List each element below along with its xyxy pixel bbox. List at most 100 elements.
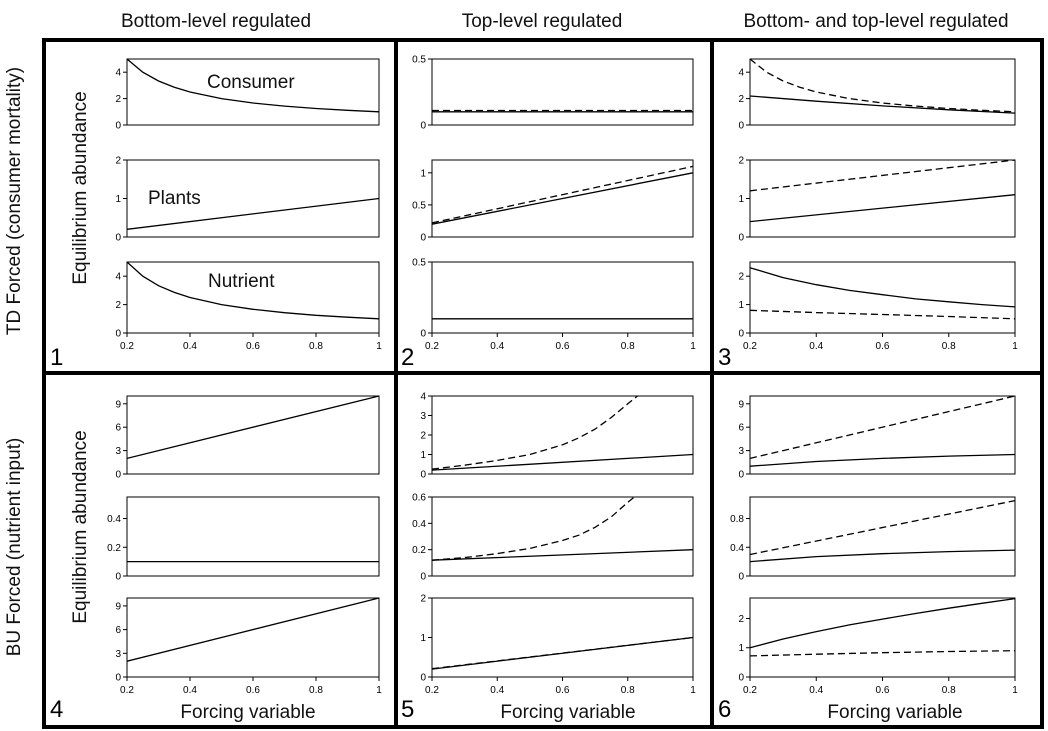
panel-5-subplot-3-xtick-label-2: 0.6 xyxy=(556,685,570,696)
panel-5-subplot-2: 0 0.2 0.4 0.6 xyxy=(412,493,694,583)
panel-5-subplot-1-ytick-label-1: 1 xyxy=(420,450,426,461)
panel-1-subplot-1-frame xyxy=(126,58,380,126)
panel-4-subplot-3-xtick-label-0: 0.2 xyxy=(120,685,134,696)
panel-1-subplot-3-ytick-label-1: 2 xyxy=(115,300,121,311)
panel-4-subplot-3-xtick-label-2: 0.6 xyxy=(246,685,260,696)
panel-2-subplot-3-xtick-label-2: 0.6 xyxy=(556,341,570,352)
panel-5-subplot-1-series-dashed-1 xyxy=(431,395,638,470)
panel-4-subplot-3-ytick-label-0: 0 xyxy=(115,673,121,684)
xlabel-panel-4: Forcing variable xyxy=(180,702,315,723)
column-title-1: Bottom-level regulated xyxy=(121,11,311,32)
panel-4-subplot-3-xtick-label-4: 1 xyxy=(376,685,382,696)
panel-3-subplot-1-ytick-label-2: 4 xyxy=(738,68,744,79)
panel-1-subplot-2-ytick-label-0: 0 xyxy=(115,233,121,244)
panel-4-subplot-3-xtick-label-1: 0.4 xyxy=(183,685,197,696)
panel-5-subplot-2-series-dashed-1 xyxy=(431,496,635,561)
panel-6-subplot-3-series-dashed-1 xyxy=(749,650,1016,657)
annotation-plants: Plants xyxy=(148,188,201,209)
panel-2-subplot-3-xtick-label-1: 0.4 xyxy=(490,341,504,352)
panel-2-subplot-2-series-solid-0 xyxy=(431,172,694,225)
panel-3-subplot-1-ytick-label-1: 2 xyxy=(738,94,744,105)
panel-5-subplot-3-xtick-label-1: 0.4 xyxy=(490,685,504,696)
panel-6-subplot-3-xtick-label-0: 0.2 xyxy=(743,685,757,696)
panel-3-subplot-2-ytick-label-1: 1 xyxy=(738,194,744,205)
panel-6-subplot-3-xtick-label-4: 1 xyxy=(1012,685,1018,696)
panel-2-subplot-2-ytick-label-0: 0 xyxy=(420,233,426,244)
panel-2-subplot-2: 00.51 xyxy=(412,159,694,244)
panel-2-subplot-3-xtick-label-0: 0.2 xyxy=(425,341,439,352)
panel-1-subplot-3-xtick-label-4: 1 xyxy=(376,341,382,352)
panel-6-subplot-1-series-solid-0 xyxy=(749,453,1016,467)
panel-border-3 xyxy=(710,38,1044,375)
panel-1-subplot-3-ytick-label-0: 0 xyxy=(115,329,121,340)
panel-3-subplot-1-series-dashed-1 xyxy=(749,58,1016,113)
panel-1-subplot-3-ytick-label-2: 4 xyxy=(115,272,121,283)
panel-1-subplot-1: 0 2 4 Consumer xyxy=(115,58,380,132)
panel-5-subplot-1-ytick-label-3: 3 xyxy=(420,411,426,422)
panel-6-subplot-3-ytick-label-2: 2 xyxy=(738,614,744,625)
annotation-nutrient: Nutrient xyxy=(208,271,275,292)
panel-6-subplot-2-ytick-label-0: 0 xyxy=(738,572,744,583)
panel-5-subplot-3-ytick-label-0: 0 xyxy=(420,673,426,684)
panel-number-5: 5 xyxy=(401,696,414,723)
panel-3-subplot-3-ytick-label-0: 0 xyxy=(738,329,744,340)
panel-3-subplot-3-ytick-label-1: 1 xyxy=(738,300,744,311)
panel-3-subplot-2-ytick-label-0: 0 xyxy=(738,233,744,244)
panel-border-6 xyxy=(710,371,1044,729)
panel-1-subplot-2-series-solid-0 xyxy=(126,197,380,230)
panel-border-4 xyxy=(42,371,398,729)
panel-5-subplot-1-ytick-label-0: 0 xyxy=(420,470,426,481)
panel-2-subplot-2-series-dashed-1 xyxy=(431,165,694,224)
panel-6-subplot-3-xtick-label-2: 0.6 xyxy=(876,685,890,696)
panel-1-subplot-3-xtick-label-1: 0.4 xyxy=(183,341,197,352)
panel-3-subplot-1-frame xyxy=(749,58,1016,126)
panel-2-subplot-1-frame xyxy=(431,58,694,126)
panel-5-subplot-3-xtick-label-3: 0.8 xyxy=(621,685,635,696)
panel-3-subplot-3-ytick-label-2: 2 xyxy=(738,272,744,283)
panel-6-subplot-1-ytick-label-1: 3 xyxy=(738,446,744,457)
panel-2-subplot-3-ytick-label-0: 0 xyxy=(420,329,426,340)
panel-5-subplot-1-ytick-label-2: 2 xyxy=(420,431,426,442)
panel-6-subplot-2-series-dashed-1 xyxy=(749,499,1016,556)
panel-4-subplot-2-ytick-label-0: 0 xyxy=(115,572,121,583)
panel-5-subplot-3-frame xyxy=(431,597,694,678)
panel-2-subplot-1: 00.5 xyxy=(412,55,694,132)
annotation-consumer: Consumer xyxy=(207,72,295,93)
panel-4-subplot-2-frame xyxy=(126,496,380,577)
panel-1-subplot-3-xtick-label-0: 0.2 xyxy=(120,341,134,352)
panel-number-2: 2 xyxy=(401,344,414,371)
panel-5-subplot-1-series-solid-0 xyxy=(431,453,694,471)
panel-6-subplot-3-ytick-label-1: 1 xyxy=(738,643,744,654)
panel-3-subplot-3-xtick-label-4: 1 xyxy=(1012,341,1018,352)
panel-5-subplot-2-ytick-label-3: 0.6 xyxy=(412,493,426,504)
panel-6-subplot-3-xtick-label-3: 0.8 xyxy=(942,685,956,696)
panel-5-subplot-2-series-solid-0 xyxy=(431,549,694,561)
panel-6-subplot-1: 0 3 6 9 xyxy=(738,395,1016,481)
panel-6-subplot-2-series-solid-0 xyxy=(749,549,1016,563)
panel-4-subplot-3-series-solid-0 xyxy=(126,597,380,662)
panel-3-subplot-3: 0 1 2 0.2 0.4 0.6 0.8 1 xyxy=(738,261,1018,352)
panel-4-subplot-3-ytick-label-2: 6 xyxy=(115,625,121,636)
panel-border-5 xyxy=(394,371,714,729)
panel-4-subplot-3: 0 3 6 9 0.2 0.4 0.6 0.8 1 xyxy=(115,597,382,696)
panel-6-subplot-2-frame xyxy=(749,496,1016,577)
panel-2-subplot-3-ytick-label-1: 0.5 xyxy=(412,258,426,269)
panel-3-subplot-2-series-dashed-1 xyxy=(749,159,1016,192)
panel-1-subplot-3-series-solid-0 xyxy=(126,261,380,320)
panel-3-subplot-2-series-solid-0 xyxy=(749,194,1016,223)
panel-5-subplot-3-ytick-label-1: 1 xyxy=(420,633,426,644)
panel-6-subplot-1-ytick-label-0: 0 xyxy=(738,470,744,481)
panel-3-subplot-1-series-solid-0 xyxy=(749,95,1016,114)
panel-5-subplot-3-xtick-label-0: 0.2 xyxy=(425,685,439,696)
ylabel-bottom: Equilibrium abundance xyxy=(70,430,91,623)
panel-6-subplot-1-ytick-label-3: 9 xyxy=(738,399,744,410)
panel-number-1: 1 xyxy=(50,344,63,371)
panel-3-subplot-2-ytick-label-2: 2 xyxy=(738,156,744,167)
panel-5-subplot-2-frame xyxy=(431,496,694,577)
panel-2-subplot-3-xtick-label-4: 1 xyxy=(690,341,696,352)
panel-number-4: 4 xyxy=(50,696,63,723)
panel-2-subplot-3: 0 0.5 0.2 0.4 0.6 0.8 1 xyxy=(412,258,696,353)
panel-3-subplot-2: 0 1 2 xyxy=(738,156,1016,244)
panel-5-subplot-2-ytick-label-1: 0.2 xyxy=(412,545,426,556)
